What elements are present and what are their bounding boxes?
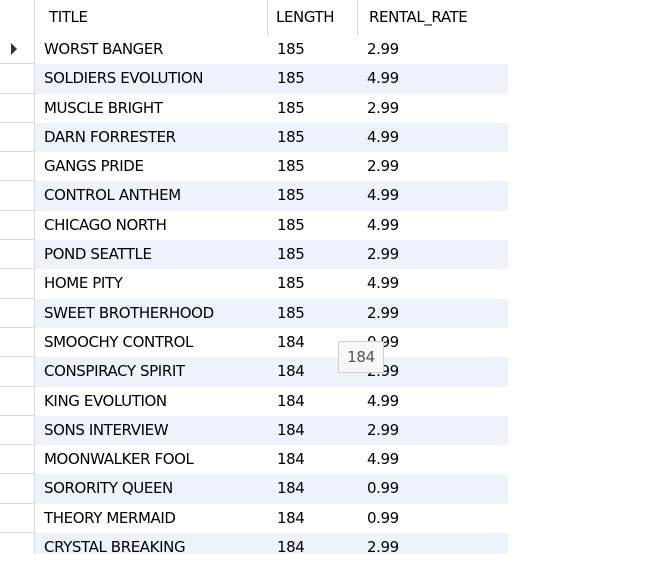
cell-length[interactable]: 185 <box>268 240 358 270</box>
cell-title[interactable]: SMOOCHY CONTROL <box>35 327 268 358</box>
cell-rental-rate[interactable]: 2.99 <box>358 415 508 446</box>
table-row[interactable]: SMOOCHY CONTROL1840.99 <box>0 327 508 358</box>
cell-length[interactable]: 185 <box>268 298 358 328</box>
row-selector[interactable] <box>0 474 35 504</box>
table-row[interactable]: DARN FORRESTER 185 4.99 <box>0 122 508 153</box>
cell-rental-rate[interactable]: 4.99 <box>358 64 508 94</box>
cell-length[interactable]: 185 <box>268 152 358 182</box>
cell-title[interactable]: THEORY MERMAID <box>35 503 268 534</box>
cell-title[interactable]: MUSCLE BRIGHT <box>35 93 268 123</box>
column-header-rental-rate[interactable]: RENTAL_RATE <box>369 8 468 26</box>
cell-title[interactable]: CHICAGO NORTH <box>35 210 268 241</box>
cell-title[interactable]: HOME PITY <box>35 269 268 299</box>
row-selector[interactable] <box>0 269 35 299</box>
cell-rental-rate[interactable]: 2.99 <box>358 35 508 65</box>
row-selector[interactable] <box>0 415 35 446</box>
cell-length[interactable]: 185 <box>268 64 358 94</box>
row-selector[interactable] <box>0 122 35 153</box>
current-row-arrow-icon <box>11 43 17 56</box>
row-selector[interactable] <box>0 64 35 94</box>
cell-title[interactable]: MOONWALKER FOOL <box>35 445 268 475</box>
cell-rental-rate[interactable]: 4.99 <box>358 445 508 475</box>
row-selector[interactable] <box>0 210 35 241</box>
cell-rental-rate[interactable]: 2.99 <box>358 533 508 554</box>
cell-rental-rate[interactable]: 4.99 <box>358 122 508 153</box>
row-selector[interactable] <box>0 503 35 534</box>
result-grid: TITLE LENGTH RENTAL_RATE WORST BANGER 185… <box>0 0 508 554</box>
row-selector[interactable] <box>0 35 35 65</box>
cell-title[interactable]: WORST BANGER <box>35 35 268 65</box>
cell-rental-rate[interactable]: 0.99 <box>358 474 508 504</box>
table-row[interactable]: MOONWALKER FOOL 184 4.99 <box>0 445 508 475</box>
cell-title[interactable]: KING EVOLUTION <box>35 386 268 416</box>
cell-title[interactable]: GANGS PRIDE <box>35 152 268 182</box>
table-row[interactable]: CHICAGO NORTH 185 4.99 <box>0 210 508 241</box>
table-row[interactable]: SWEET BROTHERHOOD 185 2.99 <box>0 298 508 328</box>
column-header-title[interactable]: TITLE <box>35 0 268 35</box>
cell-rental-rate[interactable]: 2.99 <box>358 152 508 182</box>
cell-rental-rate[interactable]: 0.99 <box>358 503 508 534</box>
cell-title[interactable]: POND SEATTLE <box>35 240 268 270</box>
cell-rental-rate[interactable]: 4.99 <box>358 386 508 416</box>
table-row[interactable]: CONTROL ANTHEM 185 4.99 <box>0 181 508 211</box>
grid-header: TITLE LENGTH RENTAL_RATE <box>0 0 508 36</box>
cell-length[interactable]: 185 <box>268 93 358 123</box>
cell-length[interactable]: 185 <box>268 210 358 241</box>
table-row[interactable]: HOME PITY 185 4.99 <box>0 269 508 299</box>
grid-body: WORST BANGER 185 2.99 SOLDIERS EVOLUTION 185… <box>0 35 508 554</box>
cell-length[interactable]: 184 <box>268 386 358 416</box>
table-row[interactable]: KING EVOLUTION 184 4.99 <box>0 386 508 416</box>
row-selector[interactable] <box>0 386 35 416</box>
row-selector[interactable] <box>0 298 35 328</box>
cell-title[interactable]: SONS INTERVIEW <box>35 415 268 446</box>
row-selector[interactable] <box>0 445 35 475</box>
table-row[interactable]: POND SEATTLE 185 2.99 <box>0 240 508 270</box>
table-row[interactable]: SOLDIERS EVOLUTION 185 4.99 <box>0 64 508 94</box>
cell-title[interactable]: SORORITY QUEEN <box>35 474 268 504</box>
row-selector[interactable] <box>0 181 35 211</box>
cell-length[interactable]: 184 <box>268 445 358 475</box>
cell-rental-rate[interactable]: 2.99 <box>358 93 508 123</box>
table-row[interactable]: MUSCLE BRIGHT 185 2.99 <box>0 93 508 123</box>
cell-length[interactable]: 184 <box>268 415 358 446</box>
cell-rental-rate[interactable]: 4.99 <box>358 181 508 211</box>
row-selector[interactable] <box>0 240 35 270</box>
row-selector[interactable] <box>0 357 35 387</box>
row-selector-header[interactable] <box>0 0 35 35</box>
cell-title[interactable]: DARN FORRESTER <box>35 122 268 153</box>
table-row[interactable]: SONS INTERVIEW 184 2.99 <box>0 415 508 446</box>
table-row[interactable]: WORST BANGER 185 2.99 <box>0 35 508 65</box>
cell-title[interactable]: SWEET BROTHERHOOD <box>35 298 268 328</box>
cell-length[interactable]: 184 <box>268 503 358 534</box>
cell-title[interactable]: CONSPIRACY SPIRIT <box>35 357 268 387</box>
cell-rental-rate[interactable]: 2.99 <box>358 298 508 328</box>
cell-value-tooltip: 184 <box>338 341 384 373</box>
cell-length[interactable]: 185 <box>268 269 358 299</box>
cell-rental-rate[interactable]: 2.99 <box>358 240 508 270</box>
cell-rental-rate[interactable]: 4.99 <box>358 269 508 299</box>
cell-rental-rate[interactable]: 4.99 <box>358 210 508 241</box>
row-selector[interactable] <box>0 152 35 182</box>
table-row[interactable]: GANGS PRIDE 185 2.99 <box>0 152 508 182</box>
row-selector[interactable] <box>0 327 35 358</box>
cell-title[interactable]: CRYSTAL BREAKING <box>35 533 268 554</box>
column-header-length[interactable]: LENGTH <box>268 0 358 35</box>
cell-title[interactable]: SOLDIERS EVOLUTION <box>35 64 268 94</box>
cell-length[interactable]: 184 <box>268 474 358 504</box>
cell-length[interactable]: 184 <box>268 533 358 554</box>
cell-title[interactable]: CONTROL ANTHEM <box>35 181 268 211</box>
table-row[interactable]: THEORY MERMAID 184 0.99 <box>0 503 508 534</box>
row-selector[interactable] <box>0 93 35 123</box>
table-row[interactable]: SORORITY QUEEN 184 0.99 <box>0 474 508 504</box>
cell-length[interactable]: 185 <box>268 122 358 153</box>
row-selector[interactable] <box>0 533 35 554</box>
cell-length[interactable]: 185 <box>268 181 358 211</box>
table-row[interactable]: CONSPIRACY SPIRIT1842.99 <box>0 357 508 387</box>
cell-length[interactable]: 185 <box>268 35 358 65</box>
table-row[interactable]: CRYSTAL BREAKING 184 2.99 <box>0 533 508 554</box>
